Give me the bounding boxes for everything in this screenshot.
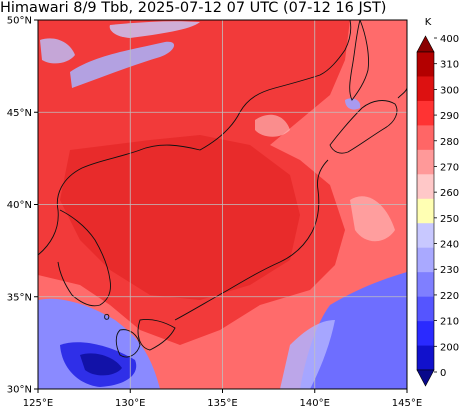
- colorbar-tick-label: 290: [440, 111, 459, 122]
- colorbar-tick-label: 200: [440, 342, 459, 353]
- cloud-southeast: [300, 272, 407, 389]
- colorbar-tick-label: 310: [440, 60, 459, 71]
- colorbar-segment-3: [417, 125, 434, 151]
- cool-band-east: [350, 196, 395, 242]
- colorbar-segment-8: [417, 247, 434, 273]
- colorbar-segment-1: [417, 76, 434, 102]
- colorbar-segment-2: [417, 100, 434, 126]
- coast-continent: [38, 20, 352, 256]
- colorbar-tick-label: 0: [440, 368, 446, 379]
- lon-tick-label: 145°E: [392, 398, 422, 409]
- lat-tick-label: 50°N: [7, 16, 32, 27]
- lat-tick-label: 40°N: [7, 200, 32, 211]
- lon-tick-label: 140°E: [300, 398, 330, 409]
- cloud-streak-north: [70, 41, 175, 88]
- colorbar-tick-label: 240: [440, 240, 459, 251]
- colorbar-segment-12: [417, 345, 434, 371]
- lon-tick-label: 130°E: [115, 398, 145, 409]
- colorbar-segment-4: [417, 149, 434, 175]
- colorbar-segments: [416, 35, 435, 387]
- colorbar-tick-labels: 400 310 300 290 280 270 260 250 240 230 220 210 200 0: [434, 34, 459, 379]
- colorbar-unit-label: K: [425, 17, 432, 28]
- lat-tick-label: 35°N: [7, 292, 32, 303]
- cool-band-northeast: [255, 114, 290, 137]
- cloud-southwest-core-2: [80, 353, 122, 376]
- colorbar-tick-label: 250: [440, 214, 459, 225]
- colorbar-tick-label: 280: [440, 137, 459, 148]
- latitude-axis: 30°N 35°N 40°N 45°N 50°N: [7, 16, 38, 396]
- colorbar-tick-label: 210: [440, 317, 459, 328]
- coast-tsushima: [104, 313, 110, 320]
- coastlines: [38, 20, 407, 358]
- lat-tick-label: 30°N: [7, 385, 32, 396]
- coast-japan-south: [137, 319, 176, 351]
- colorbar-segment-11: [417, 321, 434, 346]
- cloud-fleck-northeast: [345, 98, 361, 110]
- gridlines: [38, 20, 407, 389]
- colorbar-extend-max: [416, 35, 435, 53]
- cloud-patch-west: [40, 38, 75, 64]
- colorbar: K 400 310 300 290 280 270 260 250 240 230 220 210 20…: [416, 17, 459, 387]
- colorbar-segment-7: [417, 223, 434, 248]
- colorbar-segment-0: [417, 52, 434, 77]
- coast-hokkaido: [329, 100, 398, 154]
- cloud-southeast-light: [280, 320, 335, 389]
- colorbar-tick-label: 300: [440, 85, 459, 96]
- colorbar-segment-9: [417, 272, 434, 297]
- map-panel: [38, 20, 407, 389]
- colorbar-segment-10: [417, 296, 434, 322]
- coast-korea: [57, 209, 111, 307]
- map-title: Himawari 8/9 Tbb, 2025-07-12 07 UTC (07-…: [0, 0, 387, 16]
- colorbar-tick-label: 260: [440, 188, 459, 199]
- colorbar-extend-min: [416, 369, 435, 387]
- colorbar-tick-label: 270: [440, 162, 459, 173]
- cloud-streak-north-2: [109, 21, 200, 38]
- coast-japan-honshu: [174, 159, 329, 321]
- coast-kyushu: [115, 329, 141, 358]
- colorbar-segment-6: [417, 198, 434, 224]
- colorbar-tick-label: 230: [440, 265, 459, 276]
- lon-tick-label: 135°E: [207, 398, 237, 409]
- coast-sakhalin: [349, 20, 369, 101]
- lon-tick-label: 125°E: [23, 398, 53, 409]
- warm-land-field-2: [60, 135, 300, 300]
- lat-tick-label: 45°N: [7, 108, 32, 119]
- colorbar-segment-5: [417, 174, 434, 200]
- colorbar-tick-label: 220: [440, 291, 459, 302]
- colorbar-tick-label: 400: [440, 34, 459, 45]
- longitude-axis: 125°E 130°E 135°E 140°E 145°E: [23, 389, 422, 409]
